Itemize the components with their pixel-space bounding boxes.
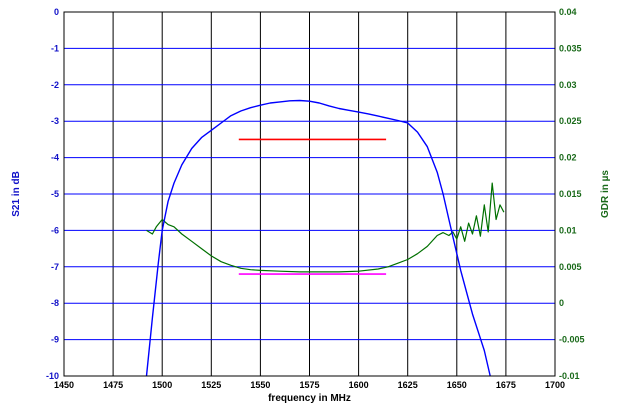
y-left-tick-label: -8 [51,298,59,308]
y-right-tick-label: -0.005 [559,335,585,345]
x-tick-label: 1625 [398,380,418,390]
grid [64,12,555,376]
y-right-tick-label: 0.02 [559,153,577,163]
y-right-tick-label: 0 [559,298,564,308]
y-right-tick-label: 0.04 [559,7,577,17]
y-left-tick-label: -1 [51,43,59,53]
y-left-tick-label: -4 [51,153,59,163]
y-left-tick-label: -6 [51,225,59,235]
y-axis-right-label: GDR in µs [600,170,611,218]
y-right-tick-label: -0.01 [559,371,580,381]
s21-series-line [145,99,491,377]
y-left-tick-label: -7 [51,262,59,272]
x-tick-label: 1650 [447,380,467,390]
x-tick-label: 1575 [299,380,319,390]
gdr-series-line [146,182,505,273]
plot-frame [63,11,556,377]
series-group [145,99,505,377]
y-right-tick-label: 0.01 [559,225,577,235]
y-left-tick-label: -3 [51,116,59,126]
y-left-tick-label: -5 [51,189,59,199]
y-left-tick-label: 0 [54,7,59,17]
y-left-tick-label: -2 [51,80,59,90]
y-right-tick-label: 0.005 [559,262,582,272]
y-right-tick-label: 0.035 [559,43,582,53]
x-tick-label: 1450 [54,380,74,390]
x-tick-label: 1675 [496,380,516,390]
y-right-tick-label: 0.03 [559,80,577,90]
x-tick-label: 1500 [152,380,172,390]
x-tick-label: 1475 [103,380,123,390]
y-left-tick-label: -10 [46,371,59,381]
x-tick-label: 1700 [545,380,565,390]
y-right-tick-label: 0.015 [559,189,582,199]
x-tick-label: 1600 [349,380,369,390]
y-left-tick-label: -9 [51,335,59,345]
tick-labels: 1450 1475 1500 1525 1550 1575 1600 1625 1650 1675… [46,7,585,390]
y-right-tick-label: 0.025 [559,116,582,126]
y-axis-left-label: S21 in dB [11,171,22,217]
x-axis-label: frequency in MHz [268,393,351,404]
x-tick-label: 1525 [201,380,221,390]
x-tick-label: 1550 [250,380,270,390]
